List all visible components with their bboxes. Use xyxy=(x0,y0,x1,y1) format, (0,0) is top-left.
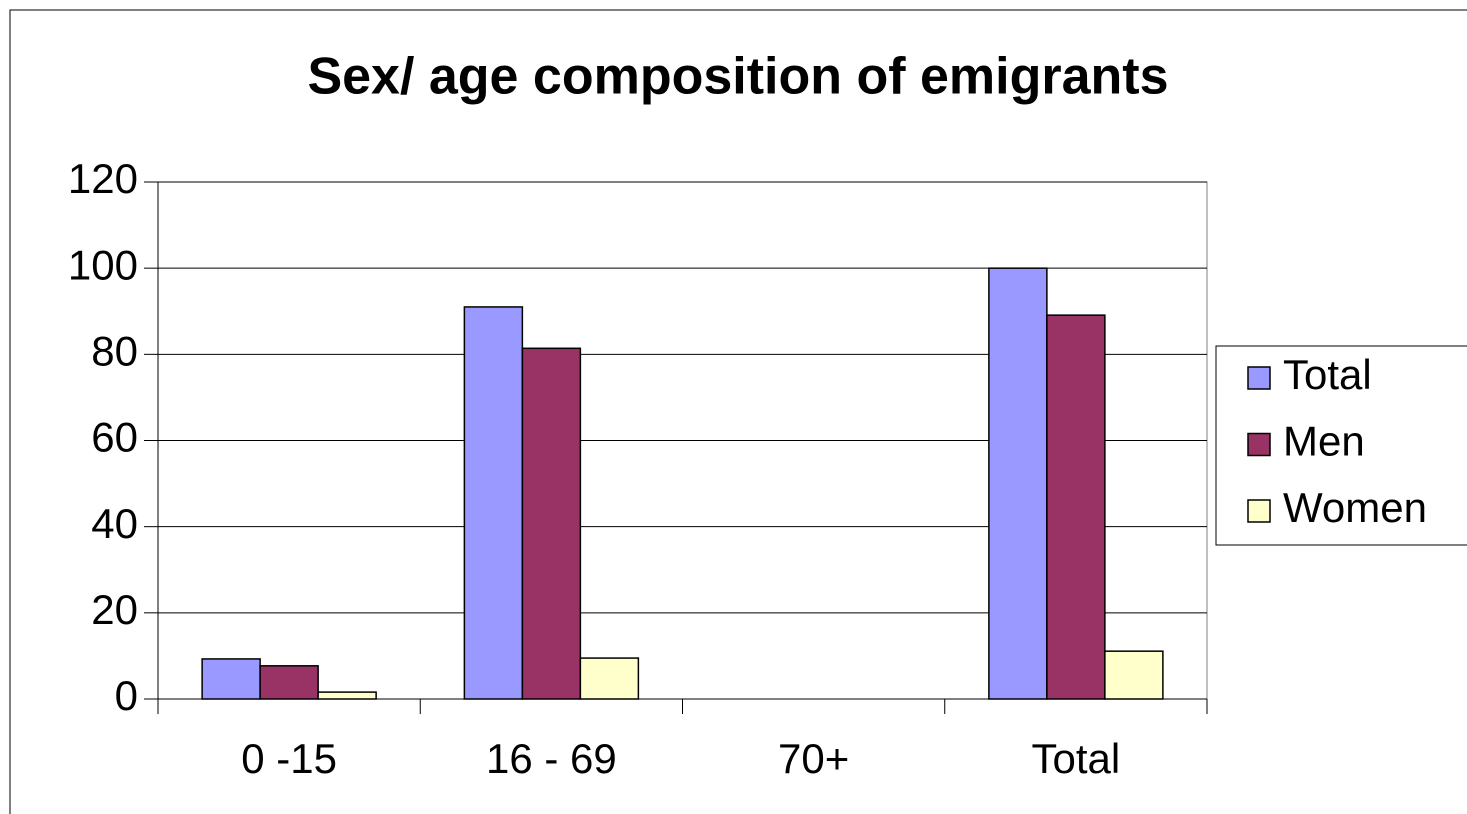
y-tick-label: 0 xyxy=(115,672,138,719)
y-tick-label: 60 xyxy=(91,414,138,461)
x-tick-label: Total xyxy=(1032,735,1121,782)
y-tick-label: 80 xyxy=(91,327,138,374)
legend-swatch xyxy=(1247,366,1271,390)
legend-label: Total xyxy=(1283,351,1372,398)
legend-label: Women xyxy=(1283,484,1427,531)
frame xyxy=(9,9,1467,814)
y-tick-label: 20 xyxy=(91,586,138,633)
legend-swatch xyxy=(1247,499,1271,523)
bar xyxy=(201,658,261,700)
x-tick-label: 70+ xyxy=(778,735,849,782)
legend-swatch xyxy=(1247,432,1271,457)
x-tick-label: 0 -15 xyxy=(241,735,337,782)
bar xyxy=(521,347,582,700)
bar xyxy=(1046,314,1106,700)
bar xyxy=(259,665,319,700)
legend-label: Men xyxy=(1283,418,1365,465)
bar xyxy=(1104,650,1164,700)
chart-title: Sex/ age composition of emigrants xyxy=(307,48,1168,106)
bar xyxy=(988,267,1048,700)
bar xyxy=(579,657,640,700)
x-tick-label: 16 - 69 xyxy=(486,735,617,782)
y-tick-label: 100 xyxy=(68,241,138,288)
y-tick-label: 120 xyxy=(68,155,138,202)
bar xyxy=(317,691,377,700)
y-tick-label: 40 xyxy=(91,500,138,547)
bar xyxy=(463,306,524,700)
